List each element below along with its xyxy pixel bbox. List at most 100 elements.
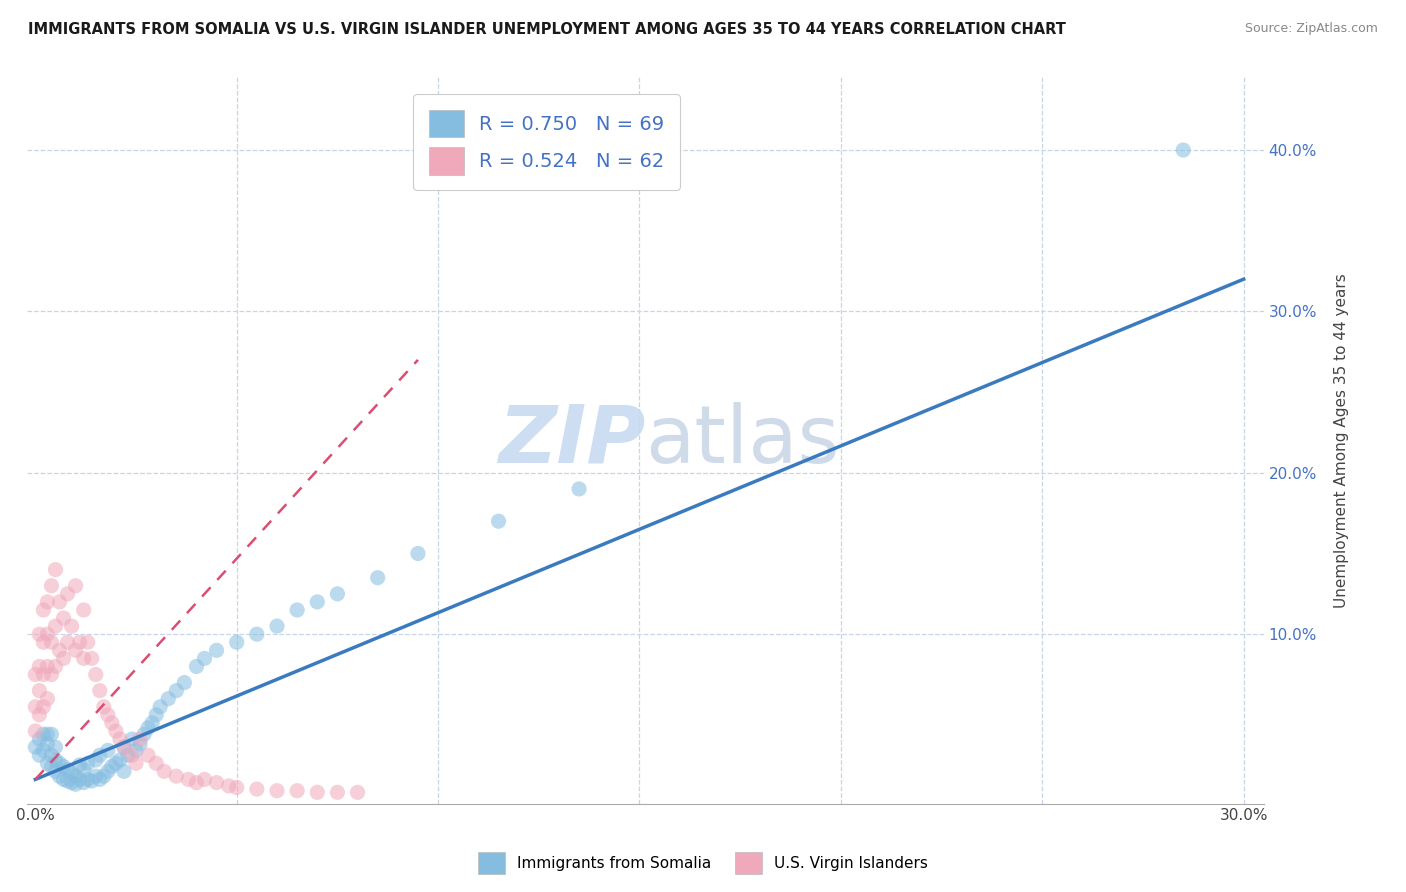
Text: IMMIGRANTS FROM SOMALIA VS U.S. VIRGIN ISLANDER UNEMPLOYMENT AMONG AGES 35 TO 44: IMMIGRANTS FROM SOMALIA VS U.S. VIRGIN I… <box>28 22 1066 37</box>
Legend: Immigrants from Somalia, U.S. Virgin Islanders: Immigrants from Somalia, U.S. Virgin Isl… <box>471 846 935 880</box>
Point <box>326 785 349 799</box>
Point <box>41 635 63 649</box>
Point <box>56 763 79 777</box>
Point <box>56 774 79 789</box>
Point <box>101 715 124 730</box>
Point <box>24 740 46 755</box>
Y-axis label: Unemployment Among Ages 35 to 44 years: Unemployment Among Ages 35 to 44 years <box>1334 273 1348 608</box>
Point <box>89 683 111 698</box>
Point <box>48 595 70 609</box>
Point <box>112 764 135 779</box>
Point <box>48 756 70 771</box>
Point <box>65 643 87 657</box>
Point <box>307 785 329 799</box>
Point <box>97 764 120 779</box>
Point <box>568 482 591 496</box>
Point <box>73 603 96 617</box>
Point <box>37 595 59 609</box>
Point <box>157 691 180 706</box>
Point <box>121 732 143 747</box>
Point <box>65 777 87 791</box>
Point <box>108 732 131 747</box>
Point <box>145 756 167 771</box>
Text: ZIP: ZIP <box>498 401 645 480</box>
Point <box>28 707 51 722</box>
Legend: R = 0.750   N = 69, R = 0.524   N = 62: R = 0.750 N = 69, R = 0.524 N = 62 <box>413 95 681 190</box>
Point <box>225 635 247 649</box>
Text: atlas: atlas <box>645 401 839 480</box>
Point <box>52 759 75 773</box>
Point <box>149 699 172 714</box>
Point <box>37 727 59 741</box>
Point <box>41 759 63 773</box>
Point <box>80 774 103 789</box>
Point <box>141 715 163 730</box>
Point <box>193 651 215 665</box>
Point <box>136 748 159 763</box>
Point <box>307 595 329 609</box>
Point <box>44 740 66 755</box>
Point <box>125 756 148 771</box>
Point <box>44 659 66 673</box>
Point <box>37 756 59 771</box>
Point <box>80 651 103 665</box>
Point <box>266 783 288 797</box>
Point <box>93 769 115 783</box>
Point <box>165 769 187 783</box>
Point <box>69 772 91 787</box>
Point <box>285 783 308 797</box>
Point <box>28 627 51 641</box>
Point <box>205 775 228 789</box>
Point <box>125 743 148 757</box>
Point <box>84 667 107 681</box>
Point <box>52 772 75 787</box>
Point <box>129 732 152 747</box>
Point <box>89 772 111 787</box>
Point <box>145 707 167 722</box>
Point <box>32 603 55 617</box>
Point <box>112 740 135 755</box>
Point <box>84 769 107 783</box>
Point <box>60 619 83 633</box>
Point <box>44 619 66 633</box>
Point <box>52 651 75 665</box>
Point <box>186 659 208 673</box>
Point <box>24 724 46 739</box>
Point <box>153 764 176 779</box>
Text: Source: ZipAtlas.com: Source: ZipAtlas.com <box>1244 22 1378 36</box>
Point <box>129 737 152 751</box>
Point <box>73 775 96 789</box>
Point <box>225 780 247 795</box>
Point <box>488 514 510 528</box>
Point <box>117 748 139 763</box>
Point <box>112 740 135 755</box>
Point <box>28 683 51 698</box>
Point <box>89 748 111 763</box>
Point <box>97 743 120 757</box>
Point <box>28 732 51 747</box>
Point <box>76 756 98 771</box>
Point <box>136 721 159 735</box>
Point <box>56 587 79 601</box>
Point <box>37 691 59 706</box>
Point <box>41 748 63 763</box>
Point <box>28 748 51 763</box>
Point <box>186 775 208 789</box>
Point <box>73 763 96 777</box>
Point <box>246 627 269 641</box>
Point <box>173 675 195 690</box>
Point <box>56 635 79 649</box>
Point <box>28 659 51 673</box>
Point <box>93 699 115 714</box>
Point <box>32 635 55 649</box>
Point <box>132 727 155 741</box>
Point <box>367 571 389 585</box>
Point <box>101 759 124 773</box>
Point <box>37 627 59 641</box>
Point <box>69 635 91 649</box>
Point <box>165 683 187 698</box>
Point <box>218 779 240 793</box>
Point <box>60 766 83 780</box>
Point <box>73 651 96 665</box>
Point <box>346 785 368 799</box>
